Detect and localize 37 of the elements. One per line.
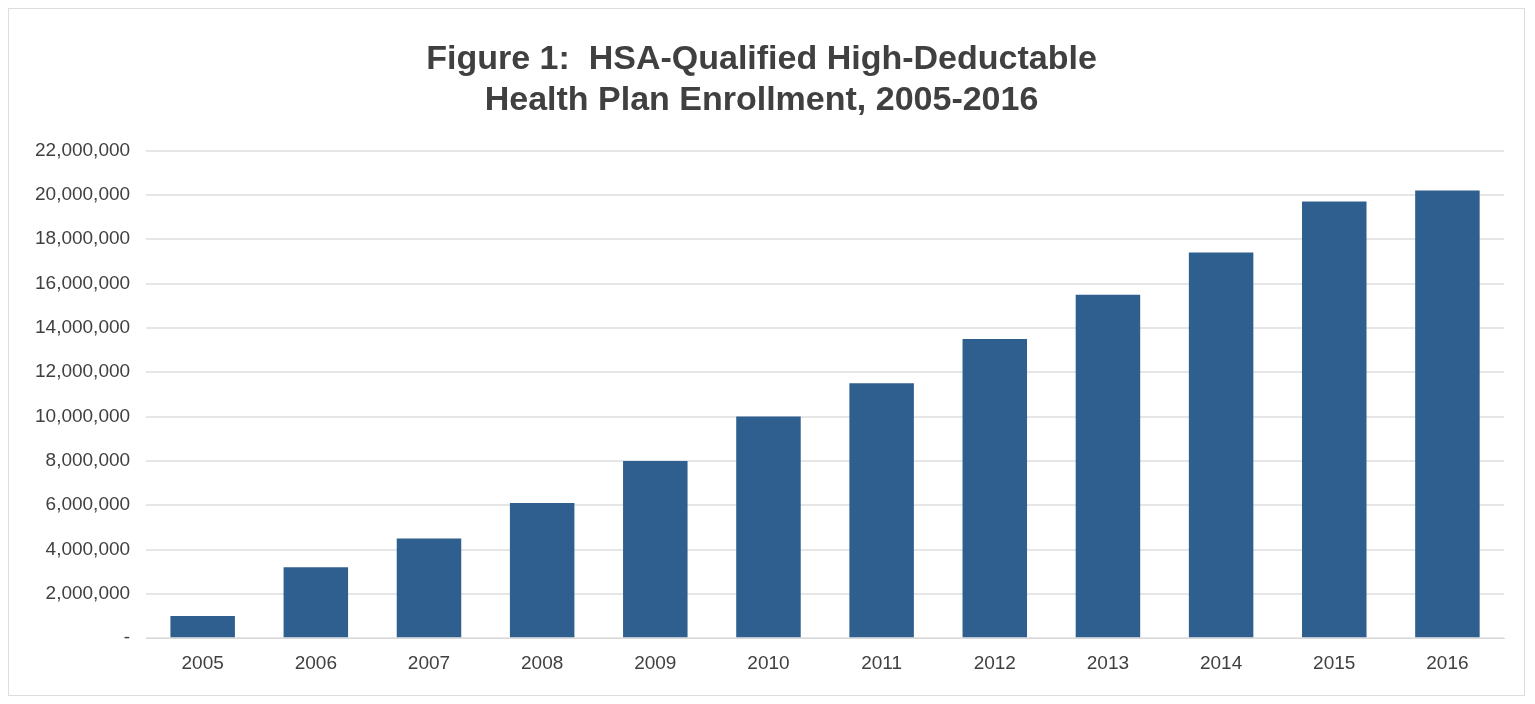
x-tick-label: 2008	[521, 651, 564, 673]
y-tick-label: 10,000,000	[35, 404, 131, 426]
bar	[283, 567, 349, 638]
bar	[849, 383, 914, 638]
bar	[623, 460, 688, 638]
x-tick-label: 2016	[1426, 651, 1469, 673]
chart-title: Figure 1: HSA-Qualified High-Deductable Health Plan Enrollment, 2005-2016	[426, 37, 1097, 117]
bar	[962, 338, 1028, 638]
y-tick-label: 20,000,000	[35, 183, 131, 205]
bar	[1415, 190, 1480, 638]
y-tick-label: 22,000,000	[35, 138, 131, 160]
x-tick-label: 2011	[861, 651, 903, 673]
y-tick-label: 18,000,000	[35, 227, 131, 249]
y-tick-label: 4,000,000	[45, 537, 131, 559]
y-tick-label: -	[123, 626, 131, 648]
x-tick-label: 2012	[973, 651, 1016, 673]
y-tick-label: 12,000,000	[35, 360, 131, 382]
y-tick-label: 14,000,000	[35, 316, 131, 338]
y-tick-label: 2,000,000	[45, 582, 131, 604]
y-tick-label: 16,000,000	[35, 271, 131, 293]
bar	[1075, 294, 1141, 638]
bar	[170, 616, 235, 638]
bar	[736, 416, 801, 638]
bar	[396, 538, 462, 638]
bar	[509, 503, 575, 638]
x-tick-label: 2013	[1086, 651, 1130, 673]
x-tick-label: 2010	[747, 651, 790, 673]
x-tick-label: 2014	[1199, 651, 1243, 673]
x-tick-label: 2015	[1313, 651, 1356, 673]
x-tick-label: 2006	[294, 651, 337, 673]
x-tick-label: 2005	[181, 651, 224, 673]
x-tick-label: 2007	[407, 651, 451, 673]
x-tick-label: 2009	[634, 651, 677, 673]
bar	[1188, 252, 1254, 638]
y-tick-label: 8,000,000	[45, 449, 131, 471]
bar	[1302, 201, 1367, 638]
y-tick-label: 6,000,000	[45, 493, 131, 515]
